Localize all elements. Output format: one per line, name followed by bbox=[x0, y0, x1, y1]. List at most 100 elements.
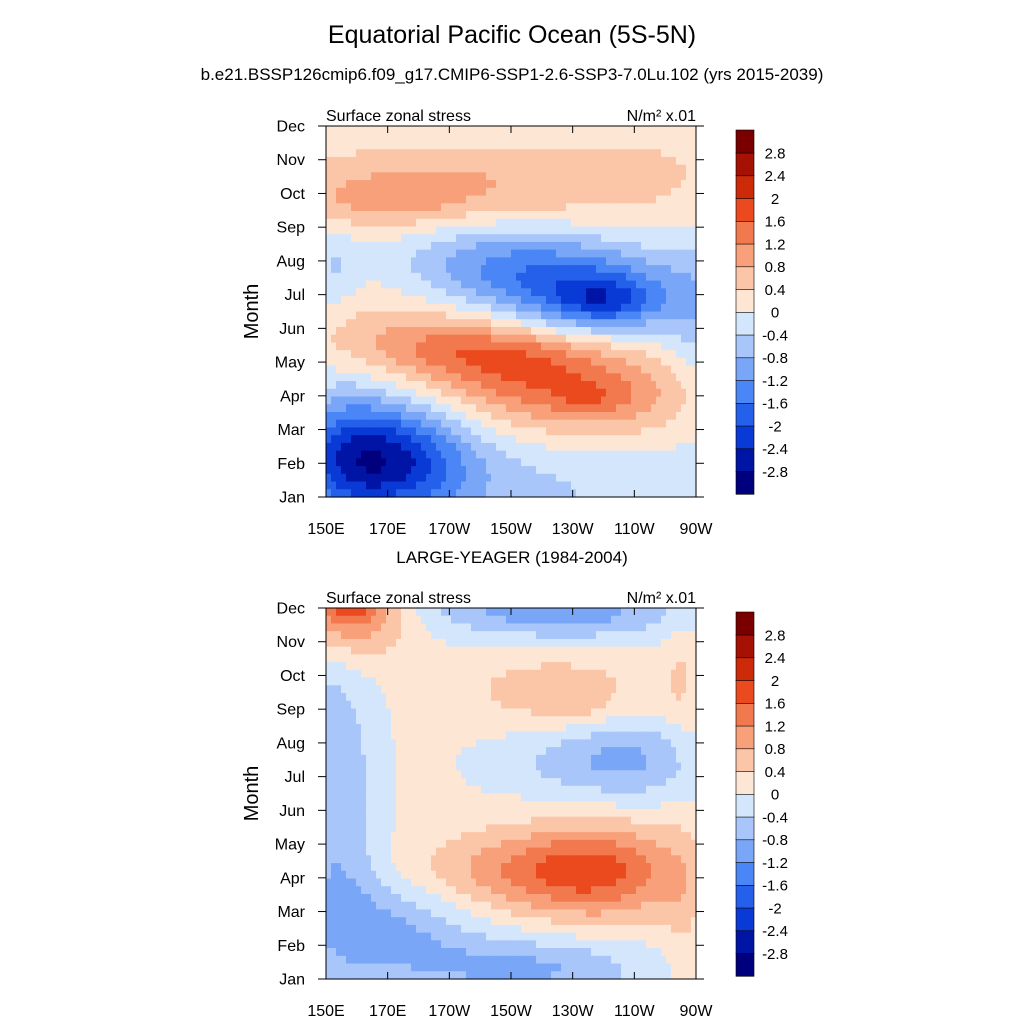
heatmap-cell bbox=[691, 638, 697, 648]
heatmap-cell bbox=[636, 716, 642, 725]
heatmap-cell bbox=[531, 164, 537, 173]
heatmap-cell bbox=[436, 646, 442, 655]
heatmap-cell bbox=[521, 638, 527, 648]
heatmap-cell bbox=[621, 373, 627, 382]
heatmap-cell bbox=[541, 203, 547, 212]
heatmap-cell bbox=[426, 708, 432, 717]
heatmap-cell bbox=[421, 126, 427, 135]
heatmap-cell bbox=[401, 257, 407, 266]
heatmap-cell bbox=[616, 723, 622, 733]
heatmap-cell bbox=[391, 350, 397, 359]
heatmap-cell bbox=[621, 623, 627, 632]
heatmap-cell bbox=[531, 716, 537, 725]
heatmap-cell bbox=[396, 473, 402, 483]
heatmap-cell bbox=[451, 700, 457, 710]
heatmap-cell bbox=[656, 357, 662, 367]
heatmap-cell bbox=[361, 249, 367, 258]
heatmap-cell bbox=[511, 234, 517, 243]
heatmap-cell bbox=[446, 731, 452, 740]
heatmap-cell bbox=[371, 149, 377, 158]
heatmap-cell bbox=[381, 187, 387, 197]
heatmap-cell bbox=[656, 685, 662, 694]
heatmap-cell bbox=[556, 466, 562, 475]
heatmap-cell bbox=[461, 442, 467, 452]
heatmap-cell bbox=[586, 311, 592, 320]
heatmap-cell bbox=[621, 473, 627, 483]
heatmap-cell bbox=[426, 350, 432, 359]
heatmap-cell bbox=[486, 303, 492, 313]
heatmap-cell bbox=[326, 249, 332, 258]
heatmap-cell bbox=[576, 381, 582, 390]
heatmap-cell bbox=[691, 187, 697, 197]
heatmap-cell bbox=[546, 716, 552, 725]
heatmap-cell bbox=[636, 272, 642, 282]
heatmap-cell bbox=[506, 419, 512, 429]
heatmap-cell bbox=[651, 126, 657, 135]
heatmap-cell bbox=[471, 615, 477, 625]
heatmap-cell bbox=[506, 489, 512, 498]
heatmap-cell bbox=[371, 396, 377, 405]
heatmap-cell bbox=[561, 357, 567, 367]
heatmap-cell bbox=[606, 435, 612, 444]
heatmap-cell bbox=[426, 739, 432, 748]
heatmap-cell bbox=[556, 203, 562, 212]
heatmap-cell bbox=[376, 218, 382, 228]
heatmap-cell bbox=[361, 187, 367, 197]
heatmap-cell bbox=[426, 638, 432, 648]
heatmap-cell bbox=[661, 677, 667, 686]
heatmap-cell bbox=[361, 141, 367, 150]
heatmap-cell bbox=[381, 257, 387, 266]
heatmap-cell bbox=[626, 156, 632, 166]
heatmap-cell bbox=[621, 700, 627, 710]
heatmap-cell bbox=[401, 723, 407, 733]
heatmap-cell bbox=[571, 211, 577, 220]
heatmap-cell bbox=[361, 450, 367, 459]
heatmap-cell bbox=[436, 716, 442, 725]
heatmap-cell bbox=[516, 388, 522, 398]
heatmap-cell bbox=[356, 693, 362, 702]
heatmap-cell bbox=[511, 381, 517, 390]
heatmap-cell bbox=[401, 172, 407, 181]
heatmap-cell bbox=[531, 481, 537, 490]
heatmap-cell bbox=[491, 311, 497, 320]
heatmap-cell bbox=[416, 133, 422, 143]
heatmap-cell bbox=[586, 631, 592, 640]
heatmap-cell bbox=[646, 442, 652, 452]
heatmap-cell bbox=[666, 365, 672, 374]
heatmap-cell bbox=[436, 396, 442, 405]
heatmap-cell bbox=[481, 723, 487, 733]
heatmap-cell bbox=[611, 203, 617, 212]
heatmap-cell bbox=[391, 615, 397, 625]
heatmap-cell bbox=[346, 638, 352, 648]
heatmap-cell bbox=[471, 249, 477, 258]
heatmap-cell bbox=[526, 731, 532, 740]
heatmap-cell bbox=[546, 458, 552, 467]
heatmap-cell bbox=[381, 731, 387, 740]
heatmap-cell bbox=[386, 615, 392, 625]
heatmap-cell bbox=[431, 442, 437, 452]
heatmap-cell bbox=[496, 272, 502, 282]
heatmap-cell bbox=[646, 342, 652, 351]
heatmap-cell bbox=[341, 334, 347, 344]
heatmap-cell bbox=[666, 164, 672, 173]
heatmap-cell bbox=[421, 172, 427, 181]
heatmap-cell bbox=[466, 615, 472, 625]
heatmap-cell bbox=[326, 172, 332, 181]
heatmap-cell bbox=[541, 716, 547, 725]
heatmap-cell bbox=[421, 411, 427, 421]
heatmap-cell bbox=[601, 141, 607, 150]
heatmap-cell bbox=[461, 381, 467, 390]
heatmap-cell bbox=[431, 388, 437, 398]
heatmap-cell bbox=[501, 141, 507, 150]
heatmap-cell bbox=[426, 195, 432, 204]
heatmap-cell bbox=[656, 435, 662, 444]
heatmap-cell bbox=[361, 272, 367, 282]
heatmap-cell bbox=[656, 288, 662, 297]
heatmap-cell bbox=[391, 646, 397, 655]
heatmap-cell bbox=[471, 265, 477, 274]
heatmap-cell bbox=[616, 211, 622, 220]
heatmap-cell bbox=[581, 357, 587, 367]
heatmap-cell bbox=[451, 280, 457, 289]
heatmap-cell bbox=[616, 357, 622, 367]
heatmap-cell bbox=[546, 234, 552, 243]
